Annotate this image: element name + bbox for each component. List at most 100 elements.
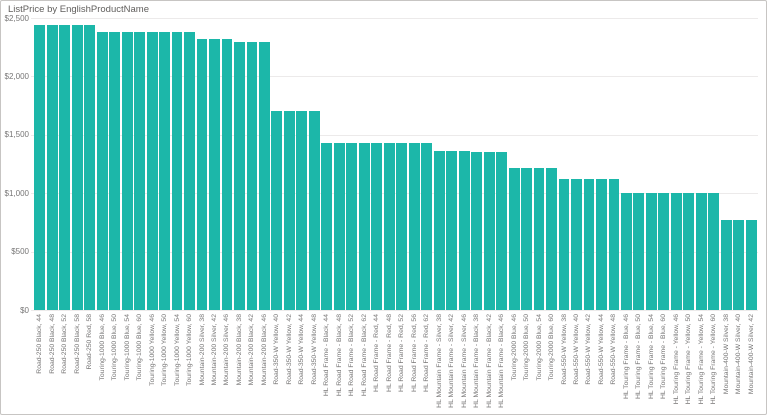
bar[interactable]: [558, 179, 570, 310]
bar[interactable]: [283, 111, 295, 310]
x-axis-tick-label: HL Touring Frame - Blue, 60: [660, 314, 668, 400]
gridline: [31, 76, 758, 78]
x-axis-tick-label: Touring-2000 Blue, 60: [548, 314, 556, 381]
x-axis-tick-label: Road-550-W Yellow, 40: [573, 314, 580, 385]
gridline: [31, 310, 758, 311]
x-axis-tick-label: HL Touring Frame - Yellow, 54: [697, 314, 705, 405]
x-axis-tick-label: HL Road Frame - Black, 62: [360, 314, 368, 397]
bar[interactable]: [358, 142, 370, 310]
bar[interactable]: [196, 39, 208, 310]
bar[interactable]: [546, 168, 557, 310]
y-axis-tick-label: $1,000: [4, 188, 29, 198]
bar[interactable]: [733, 220, 745, 310]
x-axis-tick-label: Mountain-200 Silver, 38: [198, 314, 206, 386]
bar[interactable]: [209, 39, 220, 310]
bar[interactable]: [46, 24, 58, 310]
bar[interactable]: [109, 31, 121, 310]
bar[interactable]: [84, 24, 96, 310]
bar[interactable]: [658, 192, 670, 310]
y-axis-tick-label: $2,000: [4, 71, 29, 81]
x-axis-tick-label: Mountain-200 Black, 46: [260, 314, 268, 386]
bar[interactable]: [146, 31, 158, 310]
chart-title: ListPrice by EnglishProductName: [8, 4, 149, 15]
bar[interactable]: [34, 24, 46, 310]
bar[interactable]: [246, 41, 258, 310]
x-axis-tick-label: HL Road Frame - Red, 48: [385, 314, 393, 392]
bar[interactable]: [483, 152, 495, 310]
x-axis-tick-label: Road-250 Black, 44: [36, 314, 44, 374]
bar[interactable]: [446, 150, 458, 310]
x-axis-tick-label: HL Mountain Frame - Black, 42: [485, 314, 493, 408]
x-axis-tick-label: HL Touring Frame - Blue, 54: [647, 314, 655, 400]
bar[interactable]: [596, 179, 607, 310]
bar[interactable]: [620, 192, 632, 310]
bar[interactable]: [258, 41, 270, 310]
bar[interactable]: [496, 152, 508, 310]
bar[interactable]: [396, 142, 408, 310]
bar[interactable]: [346, 142, 358, 310]
x-axis-tick-label: Mountain-400-W Silver, 40: [735, 314, 743, 395]
bar[interactable]: [608, 179, 620, 310]
x-axis-tick-label: Touring-2000 Blue, 46: [510, 314, 518, 381]
x-axis-tick-label: HL Mountain Frame - Silver, 46: [460, 314, 468, 408]
bar[interactable]: [383, 142, 395, 310]
x-axis-tick-label: Road-250 Red, 58: [86, 314, 94, 370]
bar[interactable]: [234, 41, 245, 310]
x-axis-tick-label: Touring-1000 Yellow, 50: [161, 314, 169, 386]
bar[interactable]: [171, 31, 183, 310]
bar[interactable]: [695, 192, 707, 310]
bar[interactable]: [683, 192, 695, 310]
bar[interactable]: [433, 150, 445, 310]
bar[interactable]: [745, 220, 757, 310]
bar[interactable]: [159, 31, 170, 310]
bar[interactable]: [408, 142, 420, 310]
x-axis-tick-label: Road-550-W Yellow, 44: [597, 314, 605, 385]
x-axis-tick-label: Road-250 Black, 52: [61, 314, 69, 374]
x-axis-tick-label: HL Mountain Frame - Silver, 42: [448, 314, 456, 408]
bar[interactable]: [583, 179, 595, 310]
bar[interactable]: [708, 192, 720, 310]
bar[interactable]: [371, 142, 383, 310]
bar[interactable]: [308, 111, 320, 310]
bar[interactable]: [670, 192, 682, 310]
x-axis-tick-label: Road-350-W Yellow, 48: [310, 314, 318, 385]
bar[interactable]: [521, 168, 532, 310]
bar[interactable]: [333, 142, 345, 310]
x-axis-tick-label: Road-550-W Yellow, 38: [560, 314, 568, 385]
x-axis-tick-label: Touring-1000 Yellow, 54: [173, 314, 181, 386]
y-axis-tick-label: $500: [11, 247, 29, 257]
bar[interactable]: [533, 168, 545, 310]
x-axis-tick-label: HL Road Frame - Red, 52: [398, 314, 406, 392]
bar[interactable]: [71, 24, 83, 310]
x-axis-tick-label: HL Road Frame - Black, 52: [348, 314, 356, 397]
x-axis-tick-label: HL Road Frame - Red, 44: [373, 314, 381, 392]
x-axis-tick-label: Mountain-400-W Silver, 42: [747, 314, 755, 395]
bar[interactable]: [508, 168, 520, 310]
bar[interactable]: [321, 142, 333, 310]
bar[interactable]: [633, 192, 645, 310]
gridline: [31, 18, 758, 19]
bar[interactable]: [720, 220, 732, 310]
bar[interactable]: [271, 111, 283, 310]
bar[interactable]: [296, 111, 308, 310]
x-axis-tick-label: HL Touring Frame - Blue, 46: [622, 314, 630, 400]
x-axis-tick-label: Touring-2000 Blue, 50: [523, 314, 531, 381]
bar[interactable]: [421, 142, 433, 310]
bar[interactable]: [471, 152, 483, 310]
bar[interactable]: [121, 31, 133, 310]
x-axis-tick-label: Touring-1000 Blue, 60: [136, 314, 144, 381]
bar[interactable]: [59, 24, 71, 310]
bar[interactable]: [134, 31, 146, 310]
bar[interactable]: [645, 192, 657, 310]
bar[interactable]: [184, 31, 195, 310]
x-axis-tick-label: HL Mountain Frame - Black, 46: [498, 314, 506, 408]
x-axis-tick-label: Touring-1000 Blue, 46: [98, 314, 106, 381]
bar[interactable]: [96, 31, 108, 310]
x-axis-tick-label: HL Road Frame - Black, 44: [323, 314, 331, 397]
bar[interactable]: [221, 39, 233, 310]
bar[interactable]: [571, 179, 582, 310]
x-axis-tick-label: HL Touring Frame - Yellow, 46: [672, 314, 680, 405]
bar[interactable]: [458, 150, 470, 310]
x-axis-tick-label: HL Touring Frame - Yellow, 50: [685, 314, 693, 405]
